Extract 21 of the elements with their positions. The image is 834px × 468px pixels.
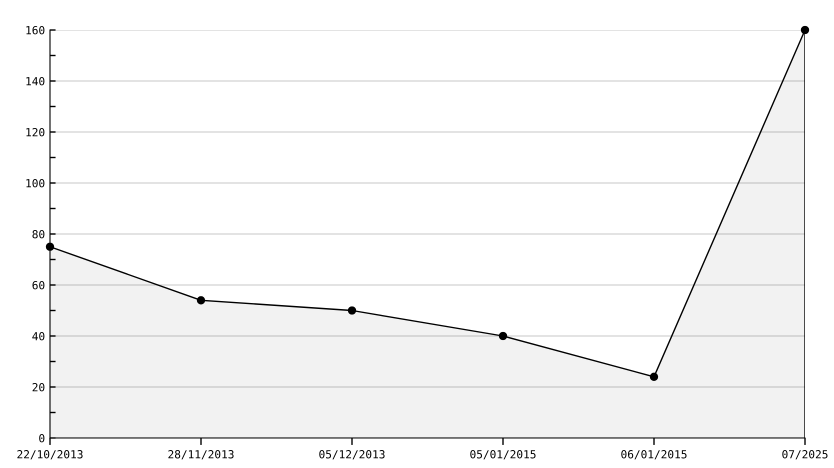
x-tick-label: 28/11/2013: [168, 450, 234, 460]
y-tick-label: 20: [32, 383, 44, 392]
point: [196, 296, 206, 304]
point: [800, 26, 810, 34]
x-tick-label: 07/2025: [782, 450, 828, 460]
point: [498, 332, 508, 340]
y-tick-label: 40: [32, 332, 44, 340]
point: [348, 306, 356, 315]
y-tick-label: 80: [32, 230, 44, 238]
point: [650, 372, 658, 381]
x-tick-label: 06/01/2015: [621, 450, 687, 460]
y-tick-label: 0: [39, 434, 44, 442]
y-tick-label: 60: [32, 281, 44, 290]
x-tick-label: 05/12/2013: [319, 450, 385, 460]
y-tick-label: 120: [26, 128, 44, 136]
y-tick-label: 140: [26, 77, 44, 86]
y-tick-label: 100: [26, 179, 44, 188]
y-tick-label: 160: [26, 26, 44, 34]
point: [46, 242, 54, 251]
x-tick-label: 22/10/2013: [17, 450, 83, 460]
x-tick-label: 05/01/2015: [470, 450, 536, 460]
